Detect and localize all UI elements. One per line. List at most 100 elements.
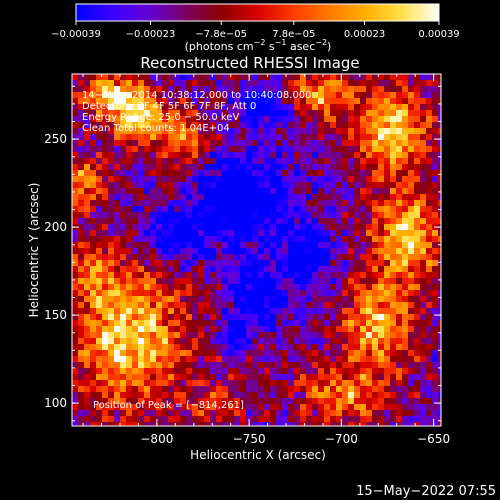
heatmap-cell: [144, 260, 151, 267]
heatmap-cell: [402, 218, 409, 225]
heatmap-cell: [342, 218, 349, 225]
heatmap-cell: [180, 206, 187, 213]
heatmap-cell: [348, 260, 355, 267]
heatmap-cell: [252, 134, 259, 141]
heatmap-cell: [84, 422, 91, 426]
heatmap-cell: [426, 398, 433, 405]
heatmap-cell: [348, 410, 355, 417]
heatmap-cell: [78, 386, 85, 393]
heatmap-cell: [336, 128, 343, 135]
heatmap-cell: [132, 176, 139, 183]
heatmap-cell: [426, 296, 433, 303]
heatmap-cell: [330, 74, 337, 81]
heatmap-cell: [252, 104, 259, 111]
heatmap-cell: [270, 416, 277, 423]
heatmap-cell: [318, 242, 325, 249]
heatmap-cell: [396, 248, 403, 255]
heatmap-cell: [150, 368, 157, 375]
heatmap-cell: [126, 404, 133, 411]
y-tick-label: 250: [44, 132, 67, 146]
heatmap-cell: [216, 236, 223, 243]
heatmap-cell: [204, 266, 211, 273]
heatmap-cell: [228, 320, 235, 327]
heatmap-cell: [366, 212, 373, 219]
heatmap-cell: [438, 92, 441, 99]
heatmap-cell: [102, 152, 109, 159]
heatmap-cell: [198, 122, 205, 129]
heatmap-cell: [120, 116, 127, 123]
heatmap-cell: [414, 92, 421, 99]
heatmap-cell: [198, 416, 205, 423]
heatmap-cell: [318, 302, 325, 309]
heatmap-cell: [216, 260, 223, 267]
heatmap-cell: [432, 188, 439, 195]
heatmap-cell: [312, 230, 319, 237]
heatmap-cell: [258, 122, 265, 129]
heatmap-cell: [330, 206, 337, 213]
heatmap-cell: [78, 104, 85, 111]
heatmap-cell: [240, 386, 247, 393]
heatmap-cell: [246, 200, 253, 207]
heatmap-cell: [342, 404, 349, 411]
heatmap-cell: [414, 152, 421, 159]
heatmap-cell: [138, 266, 145, 273]
heatmap-cell: [276, 422, 283, 426]
heatmap-cell: [102, 284, 109, 291]
heatmap-cell: [366, 80, 373, 87]
heatmap-cell: [240, 98, 247, 105]
heatmap-cell: [234, 320, 241, 327]
heatmap-cell: [390, 356, 397, 363]
heatmap-cell: [264, 398, 271, 405]
heatmap-cell: [126, 176, 133, 183]
heatmap-cell: [198, 110, 205, 117]
heatmap-cell: [324, 122, 331, 129]
heatmap-cell: [378, 284, 385, 291]
heatmap-cell: [336, 356, 343, 363]
heatmap-cell: [174, 272, 181, 279]
heatmap-cell: [252, 380, 259, 387]
heatmap-cell: [414, 398, 421, 405]
heatmap-cell: [384, 218, 391, 225]
heatmap-cell: [72, 170, 79, 177]
heatmap-cell: [126, 254, 133, 261]
heatmap-cell: [336, 122, 343, 129]
heatmap-cell: [228, 242, 235, 249]
heatmap-cell: [180, 392, 187, 399]
heatmap-cell: [168, 302, 175, 309]
heatmap-cell: [288, 266, 295, 273]
heatmap-cell: [276, 260, 283, 267]
heatmap-cell: [288, 134, 295, 141]
heatmap-cell: [306, 362, 313, 369]
heatmap-cell: [306, 290, 313, 297]
heatmap-cell: [198, 422, 205, 426]
heatmap-cell: [354, 110, 361, 117]
heatmap-cell: [216, 200, 223, 207]
heatmap-cell: [360, 98, 367, 105]
heatmap-cell: [330, 224, 337, 231]
heatmap-cell: [432, 302, 439, 309]
heatmap-cell: [420, 320, 427, 327]
heatmap-cell: [360, 176, 367, 183]
heatmap-cell: [342, 266, 349, 273]
heatmap-cell: [90, 122, 97, 129]
heatmap-cell: [216, 290, 223, 297]
heatmap-cell: [252, 140, 259, 147]
heatmap-cell: [138, 356, 145, 363]
heatmap-cell: [132, 368, 139, 375]
heatmap-cell: [216, 116, 223, 123]
heatmap-cell: [192, 284, 199, 291]
heatmap-cell: [138, 350, 145, 357]
heatmap-cell: [174, 110, 181, 117]
heatmap-cell: [336, 398, 343, 405]
heatmap-cell: [210, 248, 217, 255]
heatmap-cell: [330, 128, 337, 135]
heatmap-cell: [198, 164, 205, 171]
heatmap-cell: [312, 368, 319, 375]
heatmap-cell: [306, 152, 313, 159]
heatmap-cell: [318, 344, 325, 351]
heatmap-cell: [258, 170, 265, 177]
heatmap-cell: [84, 116, 91, 123]
heatmap-cell: [234, 332, 241, 339]
heatmap-cell: [252, 194, 259, 201]
heatmap-cell: [408, 398, 415, 405]
